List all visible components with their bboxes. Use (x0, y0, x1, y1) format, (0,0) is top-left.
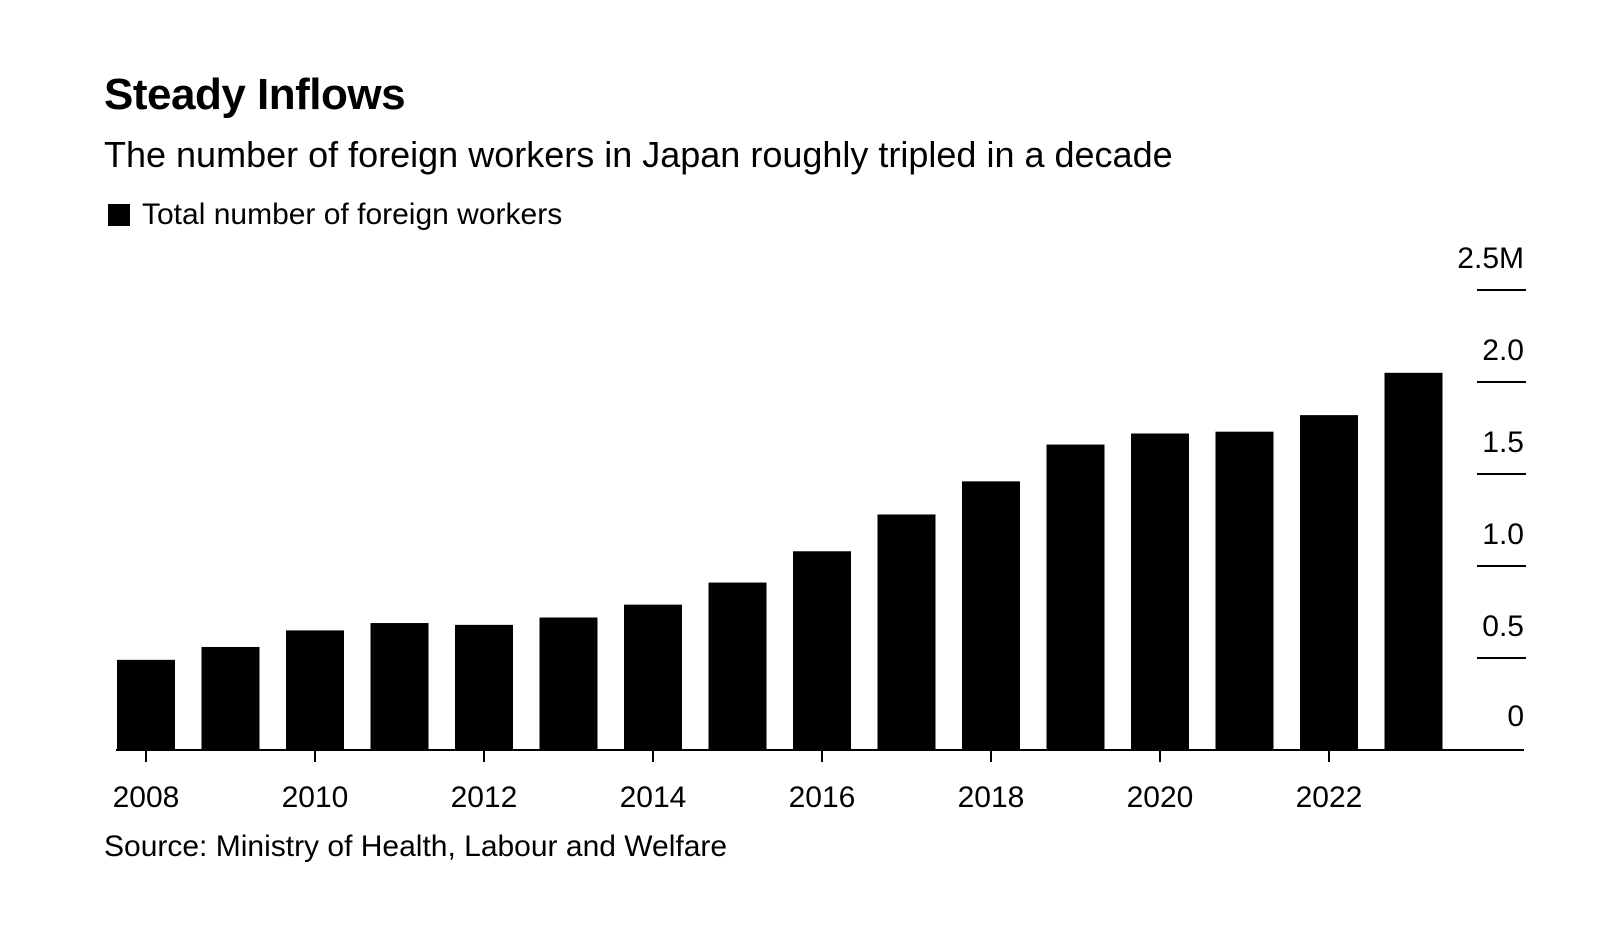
bar-2015 (708, 582, 767, 750)
bar-2011 (370, 623, 429, 750)
bar-2021 (1215, 431, 1274, 750)
legend-label: Total number of foreign workers (142, 198, 563, 231)
y-tick-label-2: 1.0 (1482, 518, 1524, 551)
bar-2013 (539, 617, 598, 750)
legend-swatch (108, 204, 130, 226)
y-tick-label-1: 0.5 (1482, 610, 1524, 643)
x-tick-label-2010: 2010 (282, 781, 349, 814)
x-tick-label-2020: 2020 (1127, 781, 1194, 814)
x-tick-label-2008: 2008 (113, 781, 180, 814)
x-tick-label-2014: 2014 (620, 781, 687, 814)
bar-2019 (1046, 444, 1105, 750)
bar-2016 (793, 551, 851, 750)
y-tick-label-3: 1.5 (1482, 426, 1524, 459)
bar-2008 (117, 659, 175, 750)
bar-2018 (962, 481, 1020, 750)
bar-2022 (1300, 415, 1358, 750)
x-tick-label-2022: 2022 (1296, 781, 1363, 814)
chart-title: Steady Inflows (104, 70, 406, 119)
bar-2017 (877, 514, 936, 750)
bar-2023 (1384, 372, 1443, 750)
x-tick-label-2018: 2018 (958, 781, 1025, 814)
bar-2012 (455, 624, 513, 750)
bar-2009 (201, 646, 260, 750)
chart-subtitle: The number of foreign workers in Japan r… (104, 134, 1173, 175)
y-tick-label-5: 2.5M (1457, 242, 1524, 275)
bar-2020 (1131, 433, 1189, 750)
y-tick-label-0: 0 (1507, 700, 1524, 733)
y-tick-label-4: 2.0 (1482, 334, 1524, 367)
x-tick-label-2016: 2016 (789, 781, 856, 814)
legend: Total number of foreign workers (108, 198, 562, 232)
bar-2010 (286, 630, 344, 750)
source-note: Source: Ministry of Health, Labour and W… (104, 830, 728, 863)
bar-2014 (624, 604, 682, 750)
x-tick-label-2012: 2012 (451, 781, 518, 814)
